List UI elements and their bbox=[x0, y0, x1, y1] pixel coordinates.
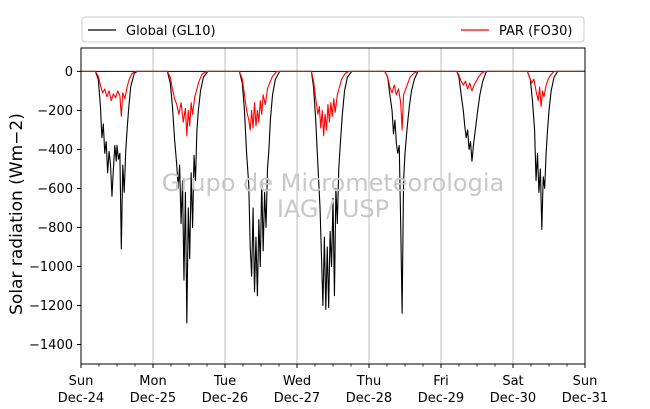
x-tick-date-6: Dec-30 bbox=[490, 391, 536, 406]
x-tick-date-1: Dec-25 bbox=[130, 391, 176, 406]
x-tick-weekday-7: Sun bbox=[573, 374, 598, 389]
x-tick-weekday-5: Fri bbox=[433, 374, 449, 389]
x-tick-weekday-2: Tue bbox=[213, 374, 236, 389]
x-tick-weekday-1: Mon bbox=[139, 374, 166, 389]
y-tick-label-0: 0 bbox=[65, 65, 73, 80]
y-tick-label-4: −800 bbox=[37, 221, 73, 236]
x-tick-date-0: Dec-24 bbox=[58, 391, 104, 406]
legend: Global (GL10) PAR (FO30) bbox=[81, 16, 585, 43]
x-tick-weekday-4: Thu bbox=[356, 374, 381, 389]
y-tick-label-7: −1400 bbox=[29, 338, 73, 353]
grid-lines bbox=[152, 48, 514, 364]
watermark: Grupo de Micrometeorologia IAG / USP bbox=[162, 169, 504, 223]
x-tick-weekday-6: Sat bbox=[502, 374, 523, 389]
x-tick-weekday-3: Wed bbox=[283, 374, 311, 389]
watermark-line-2: IAG / USP bbox=[277, 195, 389, 223]
y-tick-label-1: −200 bbox=[37, 104, 73, 119]
y-axis-ticks: 0 −200 −400 −600 −800 −1000 −1200 −1400 bbox=[29, 65, 81, 353]
series-line-0 bbox=[81, 70, 585, 324]
x-tick-date-3: Dec-27 bbox=[274, 391, 320, 406]
legend-box bbox=[81, 16, 585, 43]
x-tick-date-7: Dec-31 bbox=[562, 391, 608, 406]
x-tick-date-5: Dec-29 bbox=[418, 391, 464, 406]
x-tick-date-2: Dec-26 bbox=[202, 391, 248, 406]
x-tick-weekday-0: Sun bbox=[69, 374, 94, 389]
y-tick-label-6: −1200 bbox=[29, 299, 73, 314]
series-line-1 bbox=[81, 70, 585, 137]
watermark-line-1: Grupo de Micrometeorologia bbox=[162, 169, 504, 197]
y-tick-label-5: −1000 bbox=[29, 260, 73, 275]
legend-par-label: PAR (FO30) bbox=[499, 24, 572, 39]
x-tick-date-4: Dec-28 bbox=[346, 391, 392, 406]
y-tick-label-2: −400 bbox=[37, 143, 73, 158]
series-layer bbox=[81, 70, 585, 324]
y-axis-label: Solar radiation (Wm−2) bbox=[7, 113, 27, 315]
legend-global-label: Global (GL10) bbox=[126, 24, 216, 39]
y-tick-label-3: −600 bbox=[37, 182, 73, 197]
x-axis-ticks: Sun Dec-24 Mon Dec-25 Tue Dec-26 Wed Dec-27 Thu D… bbox=[58, 364, 608, 406]
